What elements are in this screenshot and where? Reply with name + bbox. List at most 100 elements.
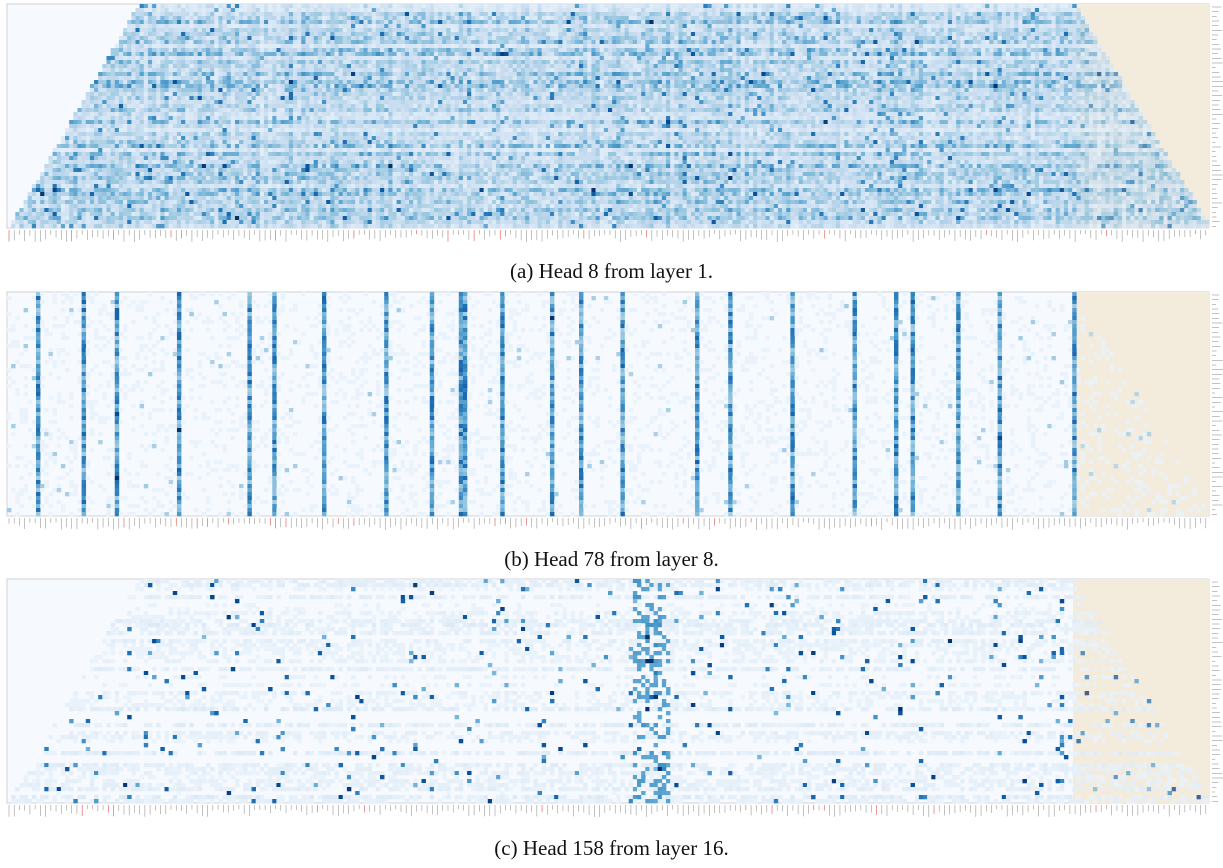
heatmap-cell <box>380 28 385 33</box>
heatmap-cell <box>156 8 161 13</box>
heatmap-cell <box>483 40 489 45</box>
heatmap-cell <box>1043 72 1048 77</box>
heatmap-cell <box>417 68 422 73</box>
heatmap-cell <box>284 16 290 21</box>
heatmap-cell <box>964 80 969 85</box>
heatmap-cell <box>777 36 783 41</box>
heatmap-cell <box>620 64 625 69</box>
heatmap-cell <box>222 28 227 33</box>
heatmap-cell <box>848 52 853 57</box>
heatmap-cell <box>985 20 990 25</box>
heatmap-cell <box>118 64 124 69</box>
heatmap-cell <box>989 24 994 29</box>
heatmap-cell <box>197 32 203 37</box>
heatmap-cell <box>351 76 356 81</box>
heatmap-cell <box>458 16 464 21</box>
heatmap-cell <box>682 60 688 65</box>
heatmap-cell <box>595 72 601 77</box>
heatmap-cell <box>268 48 273 53</box>
heatmap-cell <box>135 76 140 81</box>
heatmap-cell <box>1030 20 1036 25</box>
heatmap-cell <box>255 68 261 73</box>
heatmap-cell <box>1026 64 1032 69</box>
heatmap-cell <box>297 84 302 89</box>
heatmap-cell <box>504 72 509 77</box>
heatmap-cell <box>1084 52 1090 57</box>
heatmap-cell <box>699 28 704 33</box>
heatmap-cell <box>1039 80 1044 85</box>
heatmap-cell <box>102 68 107 73</box>
heatmap-cell <box>815 52 820 57</box>
heatmap-cell <box>234 4 240 9</box>
heatmap-cell <box>674 36 679 41</box>
heatmap-cell <box>330 48 335 53</box>
heatmap-cell <box>666 20 671 25</box>
heatmap-cell <box>201 28 207 33</box>
heatmap-cell <box>777 24 783 29</box>
heatmap-cell <box>313 84 319 89</box>
heatmap-cell <box>1047 32 1052 37</box>
heatmap-cell <box>297 12 302 17</box>
heatmap-cell <box>583 36 588 41</box>
heatmap-cell <box>566 20 571 25</box>
heatmap-cell <box>1068 28 1073 33</box>
heatmap-cell <box>525 4 530 9</box>
heatmap-cell <box>222 68 227 73</box>
heatmap-cell <box>885 24 891 29</box>
heatmap-cell <box>877 24 882 29</box>
heatmap-cell <box>114 44 120 49</box>
heatmap-cell <box>914 80 920 85</box>
heatmap-cell <box>947 68 953 73</box>
heatmap-cell <box>993 72 998 77</box>
heatmap-cell <box>351 84 356 89</box>
heatmap-cell <box>703 52 708 57</box>
heatmap-cell <box>612 44 617 49</box>
heatmap-cell <box>802 44 808 49</box>
heatmap-cell <box>960 84 965 89</box>
heatmap-cell <box>972 32 978 37</box>
heatmap-cell <box>1010 52 1015 57</box>
heatmap-cell <box>500 16 505 21</box>
heatmap-cell <box>234 12 240 17</box>
heatmap-cell <box>446 40 451 45</box>
heatmap-cell <box>520 12 526 17</box>
heatmap-cell <box>748 40 754 45</box>
heatmap-cell <box>446 4 451 9</box>
heatmap-cell <box>848 76 853 81</box>
heatmap-cell <box>471 24 476 29</box>
heatmap-cell <box>923 48 928 53</box>
heatmap-cells <box>11 4 1210 229</box>
heatmap-cell <box>322 64 327 69</box>
heatmap-cell <box>176 4 182 9</box>
heatmap-cell <box>259 4 265 9</box>
heatmap-cell <box>1001 56 1007 61</box>
heatmap-cell <box>699 20 704 25</box>
heatmap-cell <box>425 40 431 45</box>
heatmap-cell <box>433 16 439 21</box>
heatmap-cell <box>889 84 895 89</box>
heatmap-cell <box>471 80 476 85</box>
heatmap-cell <box>164 24 169 29</box>
heatmap-cell <box>234 84 240 89</box>
heatmap-cell <box>259 72 265 77</box>
heatmap-cell <box>164 40 169 45</box>
heatmap-cell <box>711 36 717 41</box>
heatmap-cell <box>384 4 389 9</box>
heatmap-cell <box>603 52 609 57</box>
heatmap-cell <box>475 76 480 81</box>
heatmap-cell <box>699 16 704 21</box>
heatmap-cell <box>442 36 447 41</box>
heatmap-cell <box>433 28 439 33</box>
heatmap-cell <box>342 36 348 41</box>
heatmap-cell <box>193 16 198 21</box>
heatmap-cell <box>1043 76 1048 81</box>
heatmap-cell <box>910 44 916 49</box>
heatmap-cell <box>952 24 957 29</box>
heatmap-cell <box>1059 68 1065 73</box>
heatmap-cell <box>139 36 145 41</box>
heatmap-cell <box>1005 56 1011 61</box>
heatmap-cell <box>234 52 240 57</box>
heatmap-cell <box>239 60 244 65</box>
heatmap-cell <box>529 36 534 41</box>
heatmap-cell <box>504 12 509 17</box>
